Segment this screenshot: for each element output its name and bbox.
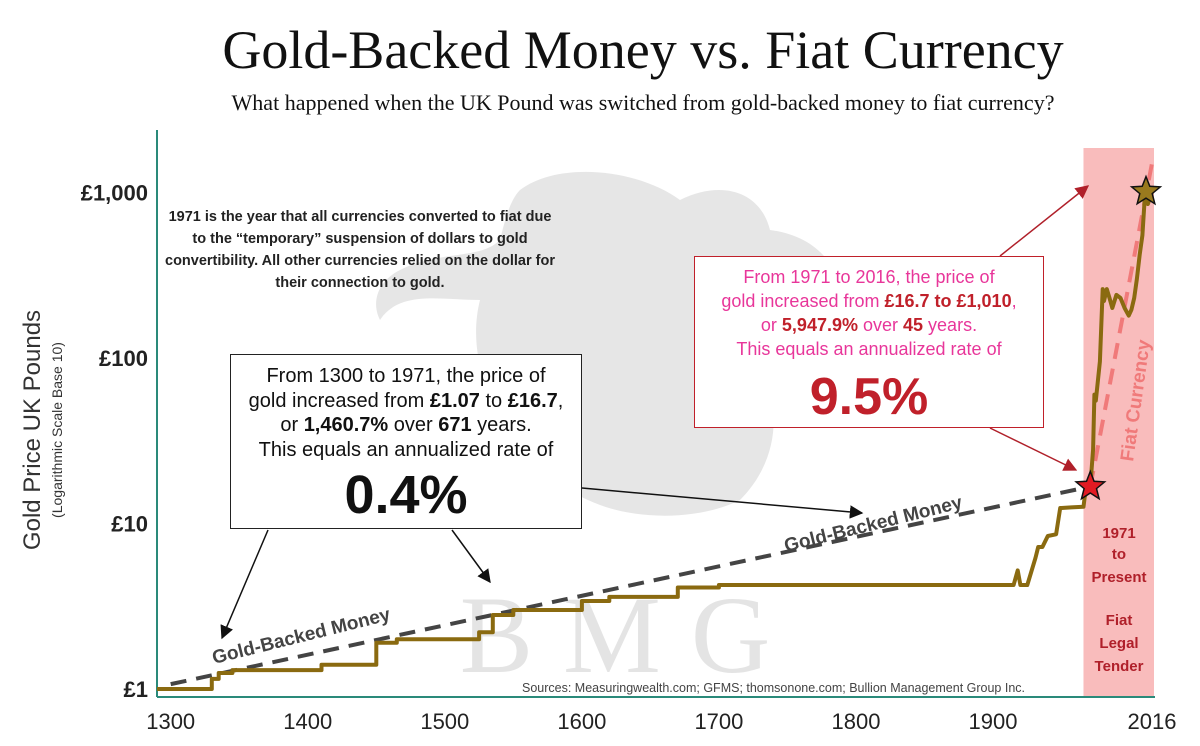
x-tick-label: 1700 (694, 709, 743, 734)
chart-subtitle: What happened when the UK Pound was swit… (232, 90, 1055, 115)
x-tick-label: 2016 (1128, 709, 1177, 734)
gold-box-text: or (280, 414, 304, 436)
fiat-box-text: over (857, 315, 904, 335)
region-label-line: Present (1091, 569, 1146, 586)
gold-box-text: to (479, 389, 508, 412)
gold-backed-trend-line (170, 484, 1091, 687)
region-label-1971-to-present: 1971 to Present (1091, 525, 1146, 586)
x-tick-label: 1900 (969, 709, 1018, 734)
fiat-box-text: or (760, 315, 782, 335)
chart-title: Gold-Backed Money vs. Fiat Currency (222, 20, 1063, 80)
fiat-box-value: £16.7 to £1,010 (884, 291, 1012, 311)
fiat-box-line: From 1971 to 2016, the price of (743, 267, 995, 287)
gold-box-line: This equals an annualized rate of (258, 438, 554, 461)
fiat-box-line: or 5,947.9% over 45 years. (695, 313, 1043, 337)
fiat-box-line: This equals an annualized rate of (736, 339, 1002, 359)
fiat-summary-box: From 1971 to 2016, the price of gold inc… (694, 256, 1044, 428)
gold-box-value: 1,460.7% (303, 414, 389, 436)
star-1971-marker (1074, 469, 1107, 501)
sources-text: Sources: Measuringwealth.com; GFMS; thom… (522, 681, 1025, 695)
fiat-box-value: 45 (903, 315, 924, 335)
region-label-line: Fiat (1106, 612, 1133, 629)
x-tick-labels: 1300 1400 1500 1600 1700 1800 1900 2016 (146, 709, 1176, 734)
gold-backed-label-left: Gold-Backed Money (210, 604, 393, 669)
fiat-box-value: 5,947.9% (781, 315, 858, 335)
gold-box-text: years. (471, 414, 532, 436)
arrow-to-mid (451, 529, 491, 584)
x-tick-label: 1300 (146, 709, 195, 734)
x-tick-label: 1500 (420, 709, 469, 734)
region-label-line: Tender (1095, 658, 1144, 675)
fiat-box-line: gold increased from £16.7 to £1,010, (695, 289, 1043, 313)
y-tick-label: £100 (99, 346, 148, 371)
gold-box-value: £16.7 (507, 389, 558, 412)
y-axis-label: Gold Price UK Pounds (19, 310, 46, 550)
arrow-to-trend (581, 487, 864, 519)
fiat-box-text: gold increased from (721, 291, 885, 311)
arrow-to-1971 (989, 427, 1078, 471)
region-label-line: to (1112, 546, 1126, 563)
y-tick-label: £1 (124, 677, 148, 702)
gold-box-line: gold increased from £1.07 to £16.7, (231, 389, 581, 414)
region-label-line: 1971 (1102, 525, 1135, 542)
x-tick-label: 1600 (557, 709, 606, 734)
watermark-text: BMG (460, 574, 801, 696)
arrow-to-start (220, 529, 269, 640)
fiat-box-text: , (1011, 291, 1017, 311)
y-tick-label: £10 (111, 511, 148, 536)
gold-box-line: or 1,460.7% over 671 years. (231, 413, 581, 438)
gold-box-text: gold increased from (248, 389, 430, 412)
gold-box-value: £1.07 (429, 389, 480, 412)
gold-backed-label-right: Gold-Backed Money (782, 492, 965, 557)
gold-box-rate: 0.4% (344, 465, 468, 525)
region-label-line: Legal (1099, 635, 1138, 652)
gold-price-line (157, 190, 1154, 691)
gold-box-line: From 1300 to 1971, the price of (266, 365, 546, 387)
fiat-box-text: years. (923, 315, 978, 335)
x-tick-label: 1800 (831, 709, 880, 734)
gold-box-text: over (388, 414, 439, 436)
arrow-to-peak (999, 185, 1090, 257)
y-axis-sublabel: (Logarithmic Scale Base 10) (49, 342, 65, 518)
gold-backed-summary-box: From 1300 to 1971, the price of gold inc… (230, 354, 582, 529)
gold-box-value: 671 (438, 414, 472, 436)
gold-box-text: , (557, 389, 564, 412)
y-tick-label: £1,000 (81, 180, 148, 205)
star-2016-marker (1129, 174, 1163, 206)
region-label-fiat-legal-tender: Fiat Legal Tender (1095, 612, 1144, 675)
y-tick-labels: £1 £10 £100 £1,000 (81, 180, 148, 702)
fiat-box-rate: 9.5% (809, 368, 929, 426)
note-1971: 1971 is the year that all currencies con… (165, 209, 555, 291)
x-tick-label: 1400 (283, 709, 332, 734)
